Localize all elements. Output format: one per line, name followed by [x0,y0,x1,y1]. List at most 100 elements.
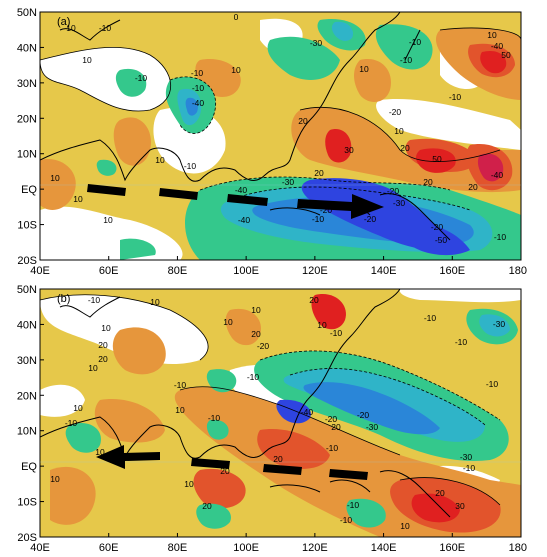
contour-label-b: -30 [366,422,379,432]
contour-label-a: -10 [135,73,148,83]
contour-label-b: 20 [202,501,212,511]
x-tick-label: 180 [509,542,527,554]
contour-label-b: -10 [463,463,476,473]
contour-label-b: -10 [174,380,187,390]
contour-label-a: -10 [191,68,204,78]
contour-label-a: 10 [73,194,83,204]
contour-label-a: -10 [400,55,413,65]
panel-b-frame [39,288,522,538]
x-tick-label: 80E [168,542,188,554]
contour-label-a: -10 [99,23,112,33]
contour-label-a: 50 [432,154,442,164]
y-tick-label: 20N [17,390,37,402]
axes-layer: 50N 40N 30N 20N 10N EQ 10S 20S 40E 60E 80E 100E 120E… [17,7,527,554]
x-tick-label: 100E [233,265,259,277]
contour-label-b: 10 [223,317,233,327]
contour-label-a: 20 [314,168,324,178]
arrow-b4 [329,469,368,480]
contour-label-a: -50 [435,235,448,245]
y-tick-label: EQ [21,184,37,196]
y-tick-label: 40N [17,319,37,331]
contour-label-a: -40 [235,185,248,195]
x-tick-label: 80E [168,265,188,277]
panel-b-label: (b) [57,293,70,305]
contour-label-b: -10 [330,328,343,338]
contour-label-a: 20 [468,182,478,192]
contour-label-b: 20 [220,466,230,476]
contour-label-b: -20 [325,414,338,424]
contour-label-b: 20 [251,329,261,339]
contour-label-b: -10 [340,515,353,525]
contour-label-a: -20 [387,186,400,196]
x-tick-label: 40E [30,542,50,554]
x-tick-label: 60E [99,265,119,277]
contour-label-a: -20 [431,222,444,232]
arrow-a2 [159,188,198,200]
contour-label-a: -30 [282,177,295,187]
contour-label-a: 10 [82,55,92,65]
contour-label-b: 10 [73,403,83,413]
arrow-b2 [191,458,230,469]
contour-label-a: -40 [491,41,504,51]
panel-a-contours [40,27,521,211]
contour-label-b: 10 [95,447,105,457]
contour-label-b: -20 [257,341,270,351]
panel-b-field [40,289,521,537]
contour-label-b: 20 [331,422,341,432]
panel-a-wind-arrows [87,184,384,219]
contour-label-b: -10 [247,372,260,382]
contour-label-a: 0 [234,12,239,22]
panel-b-wind-arrows [96,445,368,480]
y-tick-label: 30N [17,355,37,367]
contour-label-a: -10 [312,214,325,224]
contour-label-a: -30 [393,198,406,208]
contour-label-b: 10 [317,320,327,330]
contour-label-a: 20 [298,116,308,126]
contour-label-b: 30 [455,501,465,511]
x-tick-label: 120E [302,265,328,277]
contour-label-a: 10 [103,215,113,225]
contour-label-a: -10 [494,232,507,242]
contour-label-b: -20 [357,410,370,420]
contour-label-b: 10 [251,305,261,315]
x-tick-label: 140E [371,265,397,277]
y-tick-label: 10N [17,149,37,161]
x-tick-label: 160E [439,542,465,554]
contour-label-a: 20 [423,177,433,187]
contour-label-b: 20 [309,295,319,305]
contour-label-b: 20 [98,354,108,364]
contour-label-a: 10 [231,65,241,75]
contour-label-a: 30 [344,145,354,155]
contour-label-b: 10 [101,323,111,333]
contour-label-b: 10 [150,297,160,307]
contour-label-a: 10 [50,173,60,183]
contour-label-b: 20 [435,488,445,498]
x-tick-label: 140E [371,542,397,554]
contour-label-b: -10 [347,500,360,510]
y-tick-label: 30N [17,78,37,90]
contour-label-b: -10 [208,413,221,423]
contour-label-b: 10 [400,521,410,531]
contour-label-b: -10 [65,418,78,428]
contour-label-a: -10 [184,161,197,171]
y-tick-label: EQ [21,461,37,473]
y-tick-label: 50N [17,284,37,296]
contour-label-b: 20 [273,454,283,464]
y-tick-label: 10S [17,497,37,509]
y-tick-label: 20S [17,255,37,267]
contour-label-a: -20 [389,107,402,117]
contour-label-a: -40 [491,170,504,180]
contour-label-a: -10 [449,92,462,102]
contour-label-a: -40 [238,215,251,225]
contour-label-b: -10 [455,337,468,347]
contour-label-b: 10 [50,474,60,484]
panel-a: (a) [39,11,522,261]
contour-label-b: 10 [175,405,185,415]
arrow-a1 [87,184,126,196]
contour-label-a: -20 [364,214,377,224]
contour-label-a: -40 [192,98,205,108]
contour-label-b: -10 [88,295,101,305]
contour-label-a: 10 [394,126,404,136]
x-tick-label: 120E [302,542,328,554]
